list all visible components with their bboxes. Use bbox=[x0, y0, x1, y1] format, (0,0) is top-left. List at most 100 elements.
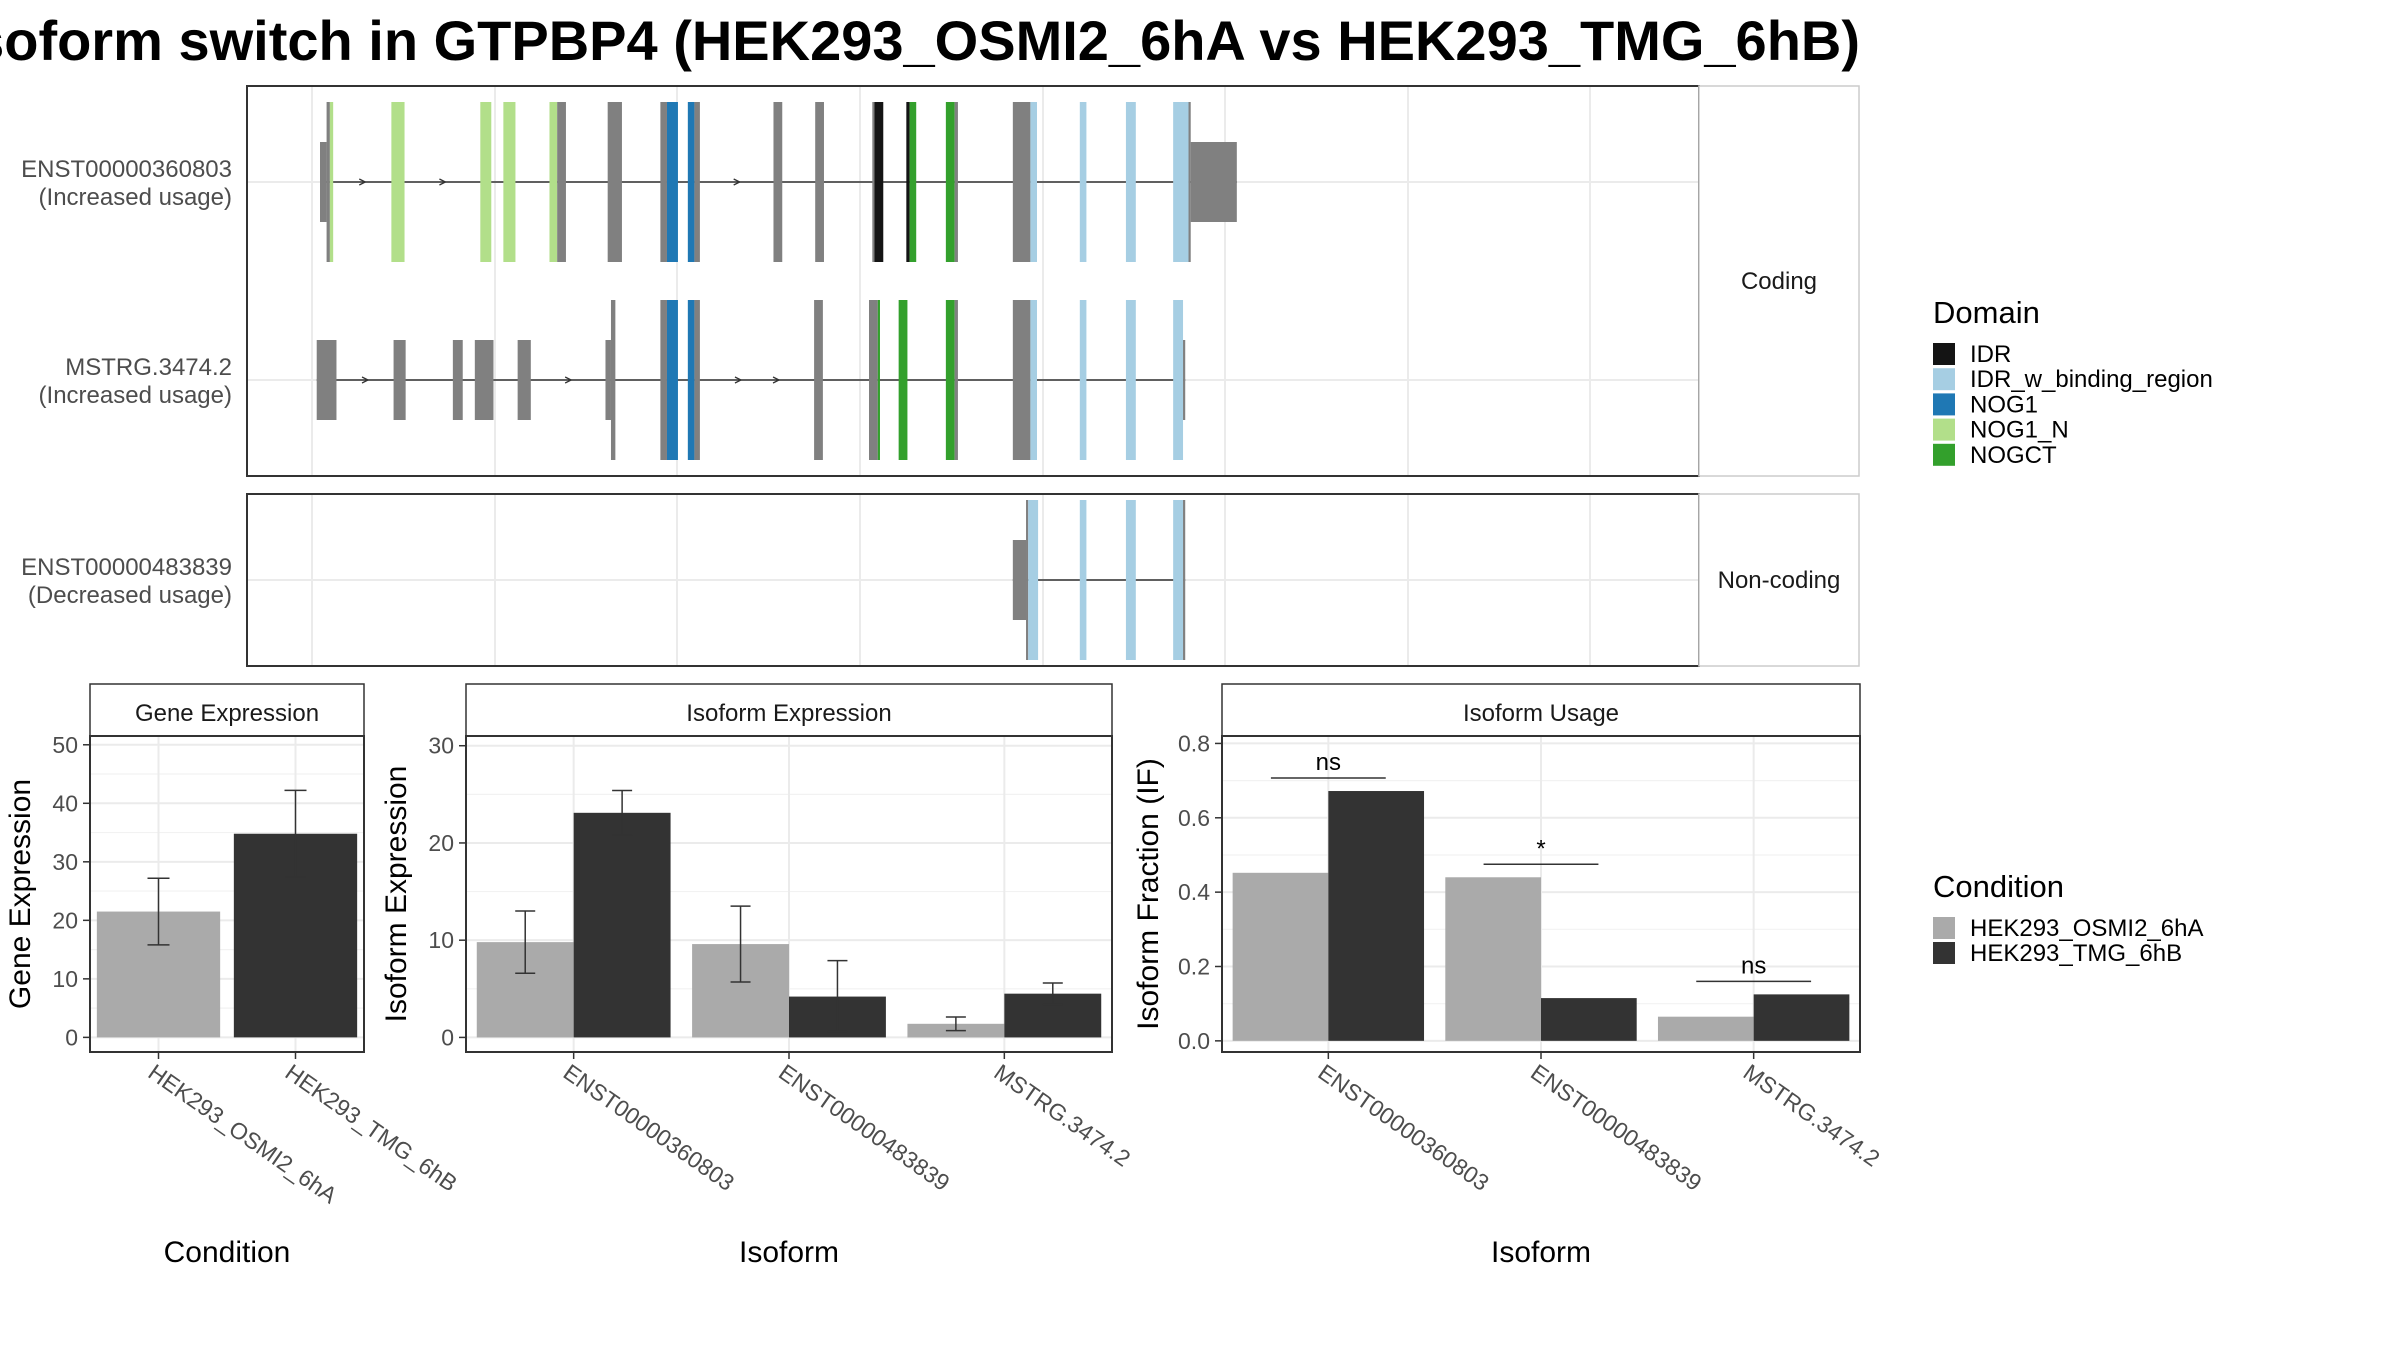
x-tick-label: ENST00000360803 bbox=[1313, 1059, 1493, 1196]
x-tick-label: ENST00000360803 bbox=[559, 1059, 739, 1196]
chart-title: Isoform Expression bbox=[686, 700, 891, 727]
bar bbox=[1753, 994, 1850, 1041]
intron-arrow bbox=[439, 178, 447, 186]
isoform-label: MSTRG.3474.2 bbox=[65, 354, 232, 381]
domain-legend-label: IDR_w_binding_region bbox=[1970, 366, 2213, 393]
exon bbox=[316, 340, 337, 420]
y-tick-label: 0.4 bbox=[1178, 879, 1210, 905]
bar bbox=[1232, 872, 1329, 1041]
exon bbox=[814, 300, 823, 460]
condition-legend-title: Condition bbox=[1933, 869, 2064, 904]
isoform-structure-panel: CodingNon-codingENST00000360803(Increase… bbox=[21, 85, 1860, 667]
exon-IDR_w_binding_region bbox=[1028, 500, 1039, 660]
isoform-label: ENST00000483839 bbox=[21, 554, 232, 581]
condition-legend-label: HEK293_TMG_6hB bbox=[1970, 940, 2182, 967]
coding-strip bbox=[1698, 85, 1860, 477]
domain-legend-key bbox=[1933, 393, 1955, 416]
exon bbox=[320, 142, 327, 222]
chart-strip bbox=[89, 683, 365, 737]
exon bbox=[815, 102, 824, 262]
y-tick-label: 50 bbox=[52, 732, 78, 758]
noncoding-strip-label: Non-coding bbox=[1718, 567, 1841, 594]
x-axis-label: Condition bbox=[164, 1236, 291, 1269]
noncoding-strip bbox=[1698, 493, 1860, 667]
y-tick-label: 0 bbox=[65, 1024, 78, 1050]
intron-arrow bbox=[361, 376, 370, 384]
exon bbox=[1183, 500, 1186, 660]
significance-label: ns bbox=[1741, 952, 1766, 979]
y-tick-label: 10 bbox=[428, 927, 454, 953]
exon bbox=[605, 340, 611, 420]
exon-IDR_w_binding_region bbox=[1125, 500, 1136, 660]
exon bbox=[1026, 500, 1029, 660]
significance-label: ns bbox=[1316, 749, 1341, 776]
chart-2: Isoform Usage 0.0 0.2 0.4 0.6 0.8 ns * ns ENST000… bbox=[1132, 683, 1885, 1269]
x-tick-label: MSTRG.3474.2 bbox=[989, 1059, 1135, 1172]
exon-NOGCT bbox=[945, 300, 955, 460]
domain-legend-title: Domain bbox=[1933, 295, 2040, 330]
exon-IDR_w_binding_region bbox=[1079, 102, 1087, 262]
domain-legend-key bbox=[1933, 418, 1955, 441]
exon bbox=[474, 340, 494, 420]
exon-NOGCT bbox=[898, 300, 908, 460]
x-tick-label: ENST00000483839 bbox=[1526, 1059, 1706, 1196]
domain-legend-label: NOGCT bbox=[1970, 442, 2057, 469]
exon-NOG1_N bbox=[329, 102, 334, 262]
exon-IDR_w_binding_region bbox=[1173, 300, 1184, 460]
exon-IDR_w_binding_region bbox=[1173, 500, 1184, 660]
coding-panel-frame bbox=[246, 85, 1700, 477]
exon bbox=[773, 102, 783, 262]
condition-legend-label: HEK293_OSMI2_6hA bbox=[1970, 915, 2203, 942]
exon bbox=[557, 102, 566, 262]
y-tick-label: 0.6 bbox=[1178, 805, 1210, 831]
exon bbox=[393, 340, 406, 420]
y-axis-label: Gene Expression bbox=[4, 779, 37, 1009]
y-tick-label: 20 bbox=[52, 907, 78, 933]
exon-NOG1 bbox=[666, 300, 678, 460]
bar bbox=[1541, 998, 1637, 1041]
coding-strip-label: Coding bbox=[1741, 268, 1817, 295]
y-axis-label: Isoform Fraction (IF) bbox=[1132, 758, 1165, 1030]
isoform-usage-label: (Decreased usage) bbox=[28, 582, 232, 609]
bar bbox=[1328, 791, 1425, 1041]
exon bbox=[694, 300, 700, 460]
domain-legend-label: IDR bbox=[1970, 341, 2011, 368]
exon bbox=[610, 300, 616, 460]
y-tick-label: 20 bbox=[428, 830, 454, 856]
isoform-usage-label: (Increased usage) bbox=[39, 382, 232, 409]
y-tick-label: 0 bbox=[441, 1024, 454, 1050]
exon-NOG1_N bbox=[391, 102, 405, 262]
domain-legend-label: NOG1_N bbox=[1970, 417, 2069, 444]
chart-title: Gene Expression bbox=[135, 700, 319, 727]
exon-IDR_w_binding_region bbox=[1125, 300, 1136, 460]
chart-strip bbox=[465, 683, 1113, 737]
expression-charts: Gene Expression01020304050HEK293_OSMI2_6… bbox=[4, 683, 1885, 1269]
exon-IDR_w_binding_region bbox=[1125, 102, 1136, 262]
exon bbox=[452, 340, 463, 420]
isoform-track bbox=[320, 102, 1237, 262]
y-tick-label: 0.8 bbox=[1178, 730, 1210, 756]
y-tick-label: 30 bbox=[52, 849, 78, 875]
exon bbox=[872, 102, 875, 262]
isoform-label: ENST00000360803 bbox=[21, 156, 232, 183]
domain-legend-key bbox=[1933, 343, 1955, 365]
intron-arrow bbox=[772, 376, 781, 384]
exon-IDR_w_binding_region bbox=[1079, 500, 1087, 660]
exon bbox=[694, 102, 700, 262]
bar bbox=[573, 812, 671, 1038]
exon-IDR_w_binding_region bbox=[1030, 300, 1037, 460]
intron-arrow bbox=[564, 376, 573, 384]
exon bbox=[1183, 340, 1186, 420]
exon-NOG1_N bbox=[480, 102, 492, 262]
exon-NOG1 bbox=[687, 102, 695, 262]
condition-legend-key bbox=[1933, 942, 1955, 964]
bar bbox=[1445, 877, 1541, 1041]
exon bbox=[1188, 102, 1191, 262]
exon-IDR bbox=[874, 102, 884, 262]
domain-legend-key bbox=[1933, 443, 1955, 466]
exon bbox=[1012, 540, 1027, 620]
isoform-usage-label: (Increased usage) bbox=[39, 184, 232, 211]
y-axis-label: Isoform Expression bbox=[380, 766, 413, 1023]
exon bbox=[954, 102, 958, 262]
exon-NOG1 bbox=[666, 102, 678, 262]
